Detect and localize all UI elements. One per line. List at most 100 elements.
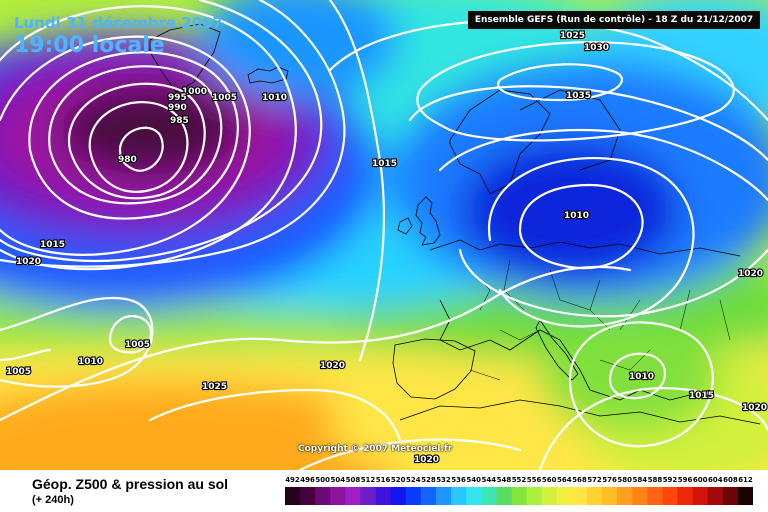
scale-tick-label: 508 [346,476,361,484]
scale-tick-label: 604 [708,476,723,484]
isobar-1015-east [487,157,695,328]
scale-swatch [481,487,497,505]
iso-1020-east: 1020 [738,269,763,279]
scale-swatch [345,487,361,505]
scale-tick-label: 528 [421,476,436,484]
isobar-1020-se [538,387,768,470]
scale-swatch [541,487,558,505]
model-run-label: Ensemble GEFS (Run de contrôle) - 18 Z d… [468,11,760,29]
isobar-1015-se [568,321,714,448]
scale-tick-label: 504 [330,476,345,484]
scale-tick-label: 592 [663,476,678,484]
scale-swatch [647,487,663,505]
scale-swatch [436,487,452,505]
isobar-1005-sw [0,348,52,362]
iso-1020-bottom: 1020 [414,455,439,465]
britain-coast [397,196,441,246]
scale-tick-label: 500 [315,476,330,484]
scale-tick-label: 548 [497,476,512,484]
iso-1025-top: 1025 [560,31,585,41]
isobar-980 [118,126,164,172]
coastlines [149,23,761,425]
scale-tick-label: 564 [557,476,572,484]
scale-tick-label: 536 [451,476,466,484]
iso-1010-med: 1010 [629,372,654,382]
scale-tick-label: 512 [361,476,376,484]
scale-tick-label: 600 [693,476,708,484]
scale-swatch [662,487,678,505]
scale-tick-label: 524 [406,476,421,484]
iso-1010-north: 1010 [262,93,287,103]
iso-1005-sw: 1005 [6,367,31,377]
isobars [0,0,768,470]
scale-tick-label: 560 [542,476,557,484]
scale-tick-label: 596 [678,476,693,484]
scale-swatch [300,487,316,505]
scale-swatch [556,487,573,505]
scale-swatch [737,487,753,505]
isobar-1015-north [0,0,323,263]
isobar-1035 [497,63,623,102]
scale-tick-label: 532 [436,476,451,484]
scale-tick-label: 556 [527,476,542,484]
isobar-1020-west [0,0,346,268]
isobar-labels: 1025 1030 1035 1000 995 990 985 1005 101… [5,30,768,466]
iso-1030-top: 1030 [584,43,609,53]
iso-1020-se: 1020 [742,403,767,413]
field-title: Géop. Z500 & pression au sol [32,476,229,492]
isobar-1025-sw [148,388,402,442]
isobar-1025-top [328,19,768,122]
iso-1015-se: 1015 [689,391,714,401]
scale-tick-label: 496 [300,476,315,484]
scale-tick-label: 612 [738,476,753,484]
isobar-1020-east [458,248,768,318]
scale-swatch [375,487,392,505]
scale-tick-label: 568 [572,476,587,484]
scale-tick-label: 580 [617,476,632,484]
scale-tick-label: 572 [587,476,602,484]
iso-1005-mid: 1005 [125,340,150,350]
italy-coast [535,319,579,381]
scale-swatch [571,487,588,505]
scale-tick-label: 520 [391,476,406,484]
scale-tick-label: 576 [602,476,617,484]
isobar-1010-med [608,352,666,400]
copyright-notice: Copyright © 2007 Meteociel.fr [298,444,453,454]
scale-swatch [405,487,422,505]
isobar-1000 [28,51,239,220]
scale-tick-label: 588 [648,476,663,484]
iso-990: 990 [168,103,187,113]
iso-1025-sw: 1025 [202,382,227,392]
scale-swatch [722,487,739,505]
iso-1000: 1000 [182,87,207,97]
iso-1020-center: 1020 [320,361,345,371]
iso-1010-east: 1010 [564,211,589,221]
scale-swatch [315,487,331,505]
isobar-1020-ne [408,85,768,162]
iso-995: 995 [168,93,187,103]
iberia-coast [392,338,476,400]
scale-swatch [526,487,543,505]
scale-swatch [602,487,618,505]
scale-tick-label: 552 [512,476,527,484]
scale-tick-label: 608 [723,476,738,484]
scale-swatch [511,487,528,505]
iso-1015-center: 1015 [372,159,397,169]
scale-swatch [330,487,346,505]
scale-swatch [390,487,407,505]
isobar-1020-south [298,438,522,470]
forecast-map: 1025 1030 1035 1000 995 990 985 1005 101… [0,0,768,470]
isobar-1020-center [0,265,632,422]
isobar-1015-center [328,0,386,362]
isobar-1010-east [518,183,644,270]
isobar-1005-mid [108,314,153,354]
forecast-time: 19:00 locale [14,33,165,58]
scale-swatch [617,487,633,505]
iso-1035: 1035 [566,91,591,101]
scale-swatch [677,487,694,505]
legend-footer: Géop. Z500 & pression au sol (+ 240h) 49… [0,470,768,512]
scale-tick-label: 516 [376,476,391,484]
scale-swatch [420,487,437,505]
isobar-995 [48,65,223,205]
